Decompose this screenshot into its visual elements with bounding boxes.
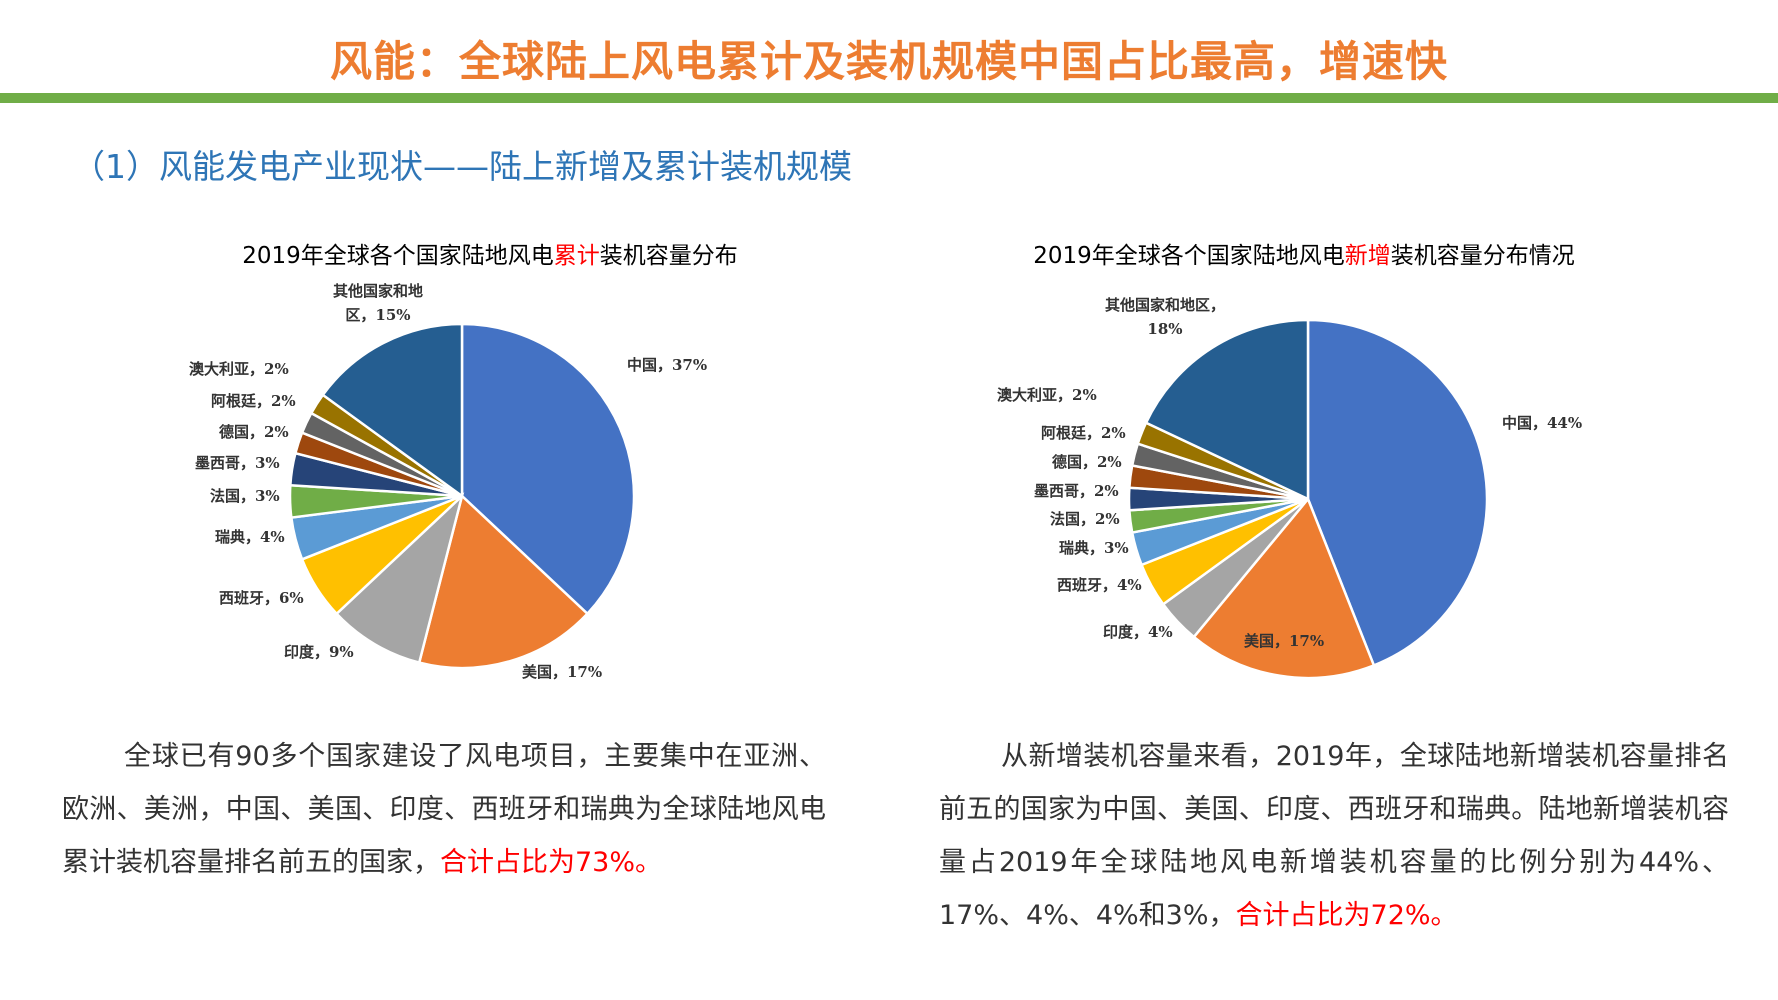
data-label: 墨西哥，2% (1034, 482, 1119, 500)
left-paragraph: 全球已有90多个国家建设了风电项目，主要集中在亚洲、欧洲、美洲，中国、美国、印度… (62, 730, 826, 889)
chart-title-new: 2019年全球各个国家陆地风电新增装机容量分布情况 (1033, 236, 1575, 270)
pie-slice-0-1 (417, 493, 590, 670)
data-label: 印度，4% (1103, 623, 1173, 641)
data-label: 法国，3% (210, 487, 280, 505)
data-label: 阿根廷，2% (1041, 424, 1126, 442)
data-label: 美国，17% (522, 663, 602, 681)
data-label: 印度，9% (284, 643, 354, 661)
data-label: 墨西哥，3% (195, 454, 280, 472)
pie-slice-0-10 (321, 322, 464, 499)
chart-title-highlight: 新增 (1344, 243, 1391, 269)
pie-slice-1-1 (1192, 496, 1376, 680)
left-paragraph-text: 全球已有90多个国家建设了风电项目，主要集中在亚洲、欧洲、美洲，中国、美国、印度… (62, 741, 826, 878)
data-label: 澳大利亚，2% (997, 386, 1097, 404)
data-label: 中国，37% (627, 356, 707, 374)
chart-title-cumulative: 2019年全球各个国家陆地风电累计装机容量分布 (242, 236, 738, 270)
pie-slice-1-10 (1144, 318, 1310, 501)
page-title: 风能：全球陆上风电累计及装机规模中国占比最高，增速快 (329, 37, 1448, 86)
right-paragraph-text: 从新增装机容量来看，2019年，全球陆地新增装机容量排名前五的国家为中国、美国、… (939, 741, 1729, 931)
data-label: 瑞典，4% (215, 528, 285, 546)
left-paragraph-highlight: 合计占比为73%。 (440, 847, 663, 878)
data-label: 其他国家和地区，15% (333, 282, 423, 324)
data-label: 德国，2% (1052, 453, 1122, 471)
data-label: 德国，2% (219, 423, 289, 441)
chart-title-part: 装机容量分布情况 (1390, 243, 1575, 269)
chart-title-highlight: 累计 (553, 243, 600, 269)
section-subtitle: （1）风能发电产业现状——陆上新增及累计装机规模 (72, 147, 852, 186)
chart-title-part: 2019年全球各个国家陆地风电 (242, 243, 554, 269)
right-paragraph-highlight: 合计占比为72%。 (1235, 900, 1458, 931)
right-paragraph: 从新增装机容量来看，2019年，全球陆地新增装机容量排名前五的国家为中国、美国、… (939, 730, 1729, 942)
chart-title-part: 2019年全球各个国家陆地风电 (1033, 243, 1345, 269)
data-label: 瑞典，3% (1059, 539, 1129, 557)
pie-slice-0-0 (460, 322, 636, 616)
data-label: 阿根廷，2% (211, 392, 296, 410)
data-label: 澳大利亚，2% (189, 360, 289, 378)
title-divider (0, 93, 1778, 103)
data-label: 中国，44% (1502, 414, 1582, 432)
data-label: 其他国家和地区， 18% (1105, 296, 1225, 338)
data-label: 美国，17% (1244, 632, 1324, 650)
pie-slice-1-0 (1306, 318, 1489, 668)
pie-slice-0-2 (334, 492, 465, 665)
chart-title-part: 装机容量分布 (599, 243, 738, 269)
data-label: 西班牙，4% (1057, 576, 1142, 594)
data-label: 法国，2% (1050, 510, 1120, 528)
data-label: 西班牙，6% (219, 589, 304, 607)
